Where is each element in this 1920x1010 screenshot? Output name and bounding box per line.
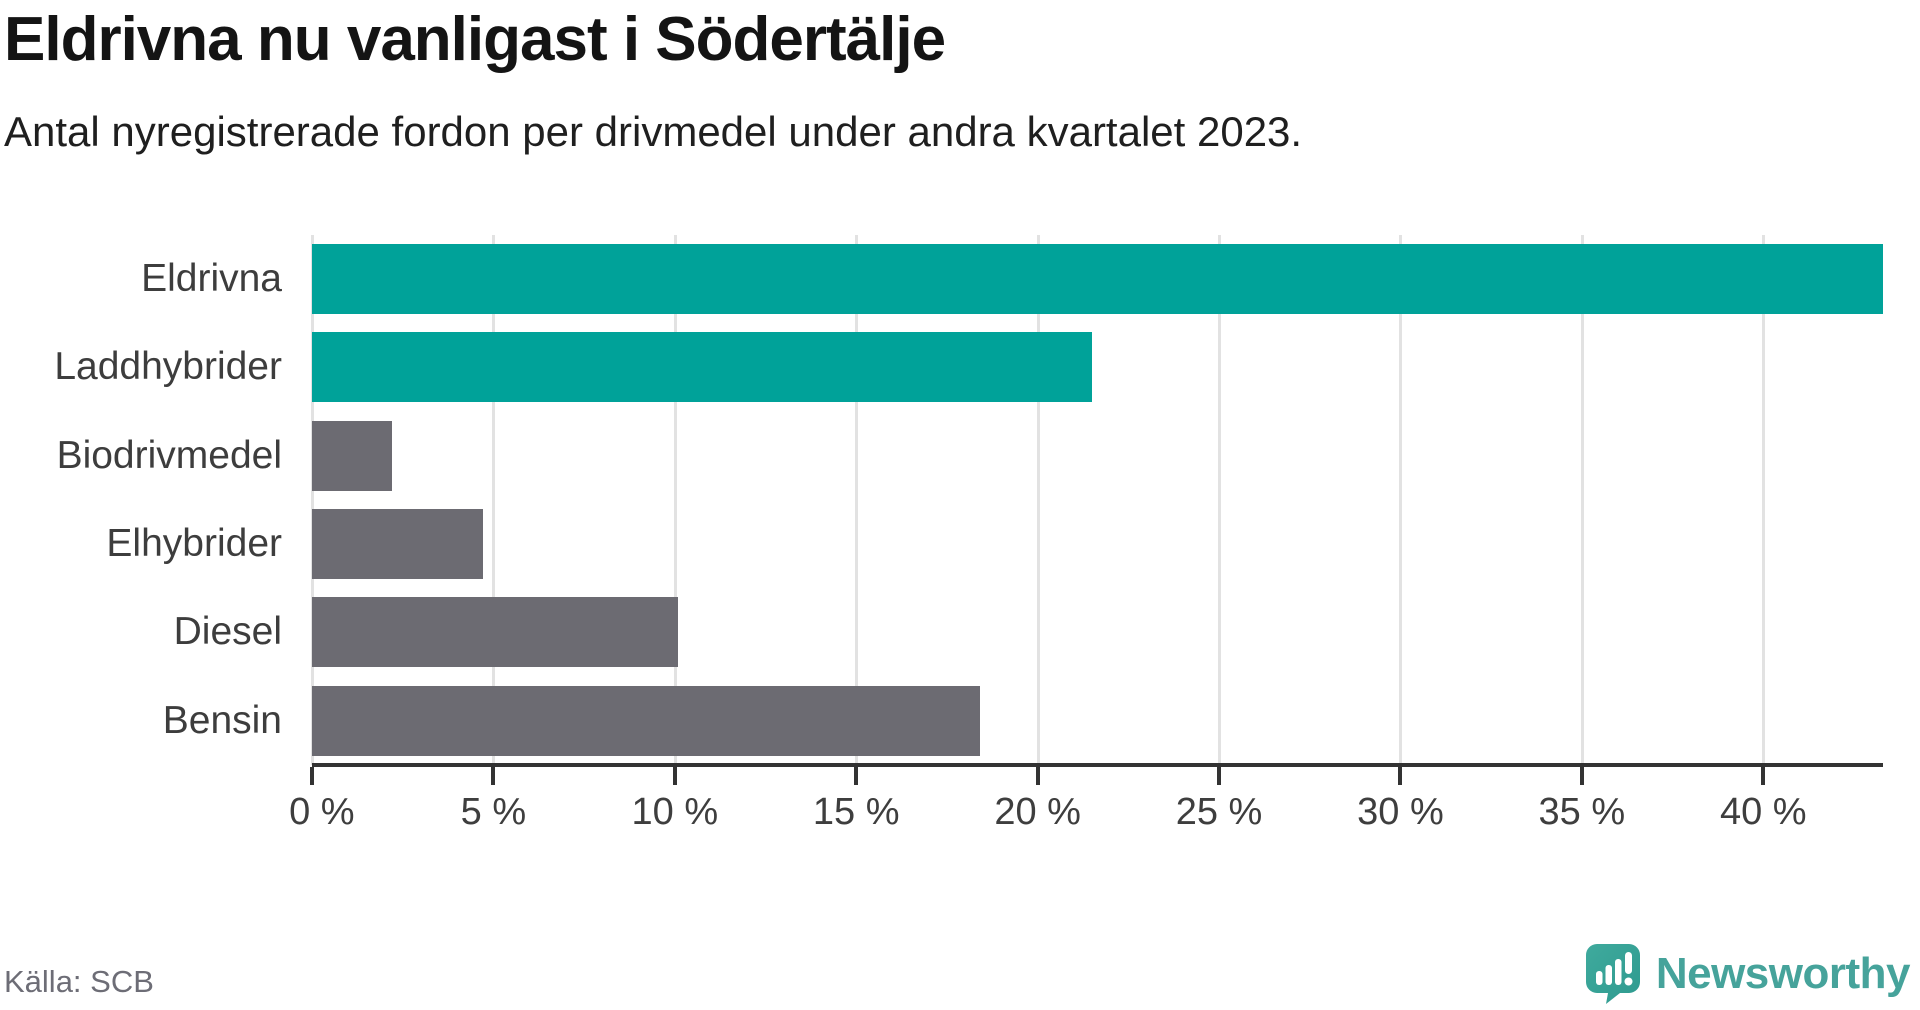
tick-mark xyxy=(854,767,859,785)
tick-mark xyxy=(1398,767,1403,785)
bar-row xyxy=(312,500,1883,588)
newsworthy-speech-bubble-bar-chart-icon xyxy=(1585,944,1640,1004)
y-axis-label: Laddhybrider xyxy=(54,345,282,389)
tick-label: 10 % xyxy=(631,791,719,833)
gridline xyxy=(1399,235,1403,765)
tick-mark xyxy=(1217,767,1222,785)
tick-label: 15 % xyxy=(812,791,900,833)
gridline xyxy=(1036,235,1040,765)
tick-mark xyxy=(491,767,496,785)
bar-bensin xyxy=(312,685,980,756)
gridline xyxy=(311,235,314,765)
y-axis-labels: Eldrivna Laddhybrider Biodrivmedel Elhybrid… xyxy=(0,235,282,765)
chart-title: Eldrivna nu vanligast i Södertälje xyxy=(4,5,946,74)
tick-mark xyxy=(672,767,677,785)
gridline xyxy=(855,235,859,765)
tick-mark xyxy=(1035,767,1040,785)
bar-row xyxy=(312,323,1883,411)
tick-mark xyxy=(1579,767,1584,785)
tick-label: 40 % xyxy=(1719,791,1807,833)
bar-row xyxy=(312,235,1883,323)
bar-row xyxy=(312,412,1883,500)
tick-label: 0 % xyxy=(289,791,355,833)
tick-mark xyxy=(310,767,314,785)
x-axis-line xyxy=(312,763,1883,767)
brand-name: Newsworthy xyxy=(1655,949,1911,998)
bar-biodrivmedel xyxy=(312,420,392,491)
tick-label: 35 % xyxy=(1538,791,1626,833)
bar-eldrivna xyxy=(312,244,1883,315)
y-axis-label: Bensin xyxy=(162,698,282,742)
tick-label: 30 % xyxy=(1357,791,1444,833)
gridline xyxy=(1762,235,1766,765)
bar-diesel xyxy=(312,597,679,668)
tick-label: 25 % xyxy=(1175,791,1263,833)
bar-row xyxy=(312,677,1883,765)
y-axis-label: Eldrivna xyxy=(141,257,282,301)
plot-area xyxy=(311,235,1883,765)
gridline xyxy=(1580,235,1584,765)
tick-label: 20 % xyxy=(994,791,1081,833)
bar-rows xyxy=(312,235,1883,765)
bar-laddhybrider xyxy=(312,332,1093,403)
bar-row xyxy=(312,588,1883,676)
y-axis-label: Biodrivmedel xyxy=(56,433,282,477)
tick-label: 5 % xyxy=(460,791,527,833)
gridline xyxy=(673,235,677,765)
x-axis: 0 % 5 % 10 % 15 % 20 % 25 % 30 % 35 % 40 % xyxy=(289,767,1883,837)
newsworthy-logo: Newsworthy xyxy=(1585,944,1911,1004)
y-axis-label: Diesel xyxy=(173,610,282,654)
tick-mark xyxy=(1761,767,1766,785)
gridline xyxy=(1218,235,1222,765)
source-label: Källa: SCB xyxy=(4,964,154,999)
chart-subtitle: Antal nyregistrerade fordon per drivmede… xyxy=(4,108,1303,155)
gridline xyxy=(492,235,496,765)
bar-elhybrider xyxy=(312,509,483,580)
y-axis-label: Elhybrider xyxy=(106,522,282,566)
